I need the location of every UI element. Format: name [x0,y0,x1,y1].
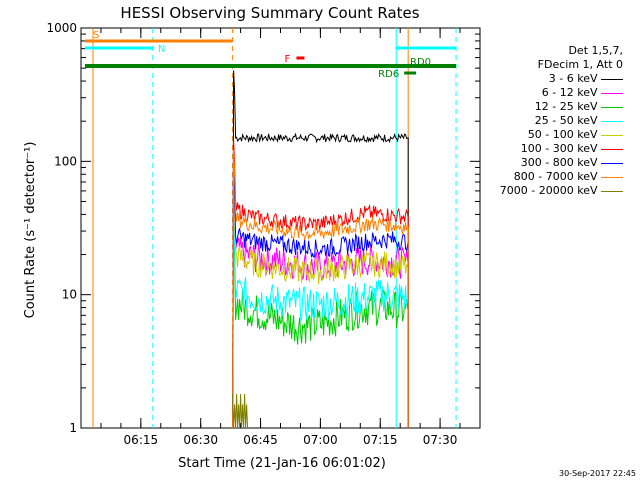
legend-entry: 300 - 800 keV [521,156,623,169]
legend-entry: 12 - 25 keV [535,100,623,113]
legend-label: 300 - 800 keV [520,156,601,169]
legend-header-2: FDecim 1, Att 0 [537,58,623,71]
legend-swatch [601,134,623,136]
legend-header-1: Det 1,5,7, [568,44,623,57]
series-line [232,140,409,429]
legend-swatch [601,78,623,80]
series-line [232,393,249,429]
legend-swatch [601,176,623,178]
flag-label: N [158,44,165,55]
legend-label: 3 - 6 keV [548,72,601,85]
legend-swatch [601,92,623,94]
legend-label: 50 - 100 keV [527,128,601,141]
x-tick-label: 07:30 [423,433,458,447]
y-tick-label: 100 [54,154,77,168]
legend-entry: 50 - 100 keV [528,128,623,141]
legend-swatch [601,148,623,150]
y-tick-label: 1 [69,421,77,435]
series-line [232,221,409,429]
x-axis-label: Start Time (21-Jan-16 06:01:02) [178,456,386,471]
series-line [232,149,409,429]
legend-swatch [601,190,623,192]
x-tick-label: 07:15 [363,433,398,447]
series-line [232,233,409,429]
timestamp-annotation: 30-Sep-2017 22:45 [559,469,636,478]
legend-label: 25 - 50 keV [534,114,601,127]
legend-entry: 3 - 6 keV [549,72,623,85]
series-line [232,167,409,429]
legend-label: 7000 - 20000 keV [499,184,601,197]
legend-entry: 6 - 12 keV [542,86,623,99]
legend-entry: 7000 - 20000 keV [500,184,623,197]
flag-label: RD6 [378,69,399,80]
series-line [232,187,409,429]
x-tick-label: 06:30 [183,433,218,447]
legend-label: 800 - 7000 keV [513,170,601,183]
x-tick-label: 06:15 [124,433,159,447]
flag-label: S [93,30,99,41]
plot-area: 1 10 100 1000 06:15 06:30 06:45 07:00 07:15 07:30… [46,21,481,447]
plot-frame [80,27,481,429]
legend-entry: 800 - 7000 keV [514,170,623,183]
x-tick-label: 07:00 [303,433,338,447]
chart-title: HESSI Observing Summary Count Rates [120,4,419,22]
legend-swatch [601,106,623,108]
y-tick-label: 1000 [46,21,77,35]
legend-label: 12 - 25 keV [534,100,601,113]
flag-label: RD0 [410,57,431,68]
legend-swatch [601,162,623,164]
legend-label: 100 - 300 keV [520,142,601,155]
y-axis-label: Count Rate (s⁻¹ detector⁻¹) [23,142,38,319]
x-tick-label: 06:45 [243,433,278,447]
legend-label: 6 - 12 keV [541,86,601,99]
series-line [232,70,409,429]
y-tick-label: 10 [62,288,77,302]
legend: Det 1,5,7, FDecim 1, Att 0 3 - 6 keV 6 -… [470,44,635,244]
legend-swatch [601,120,623,122]
legend-entry: 100 - 300 keV [521,142,623,155]
flag-label: F [284,54,290,65]
legend-entry: 25 - 50 keV [535,114,623,127]
